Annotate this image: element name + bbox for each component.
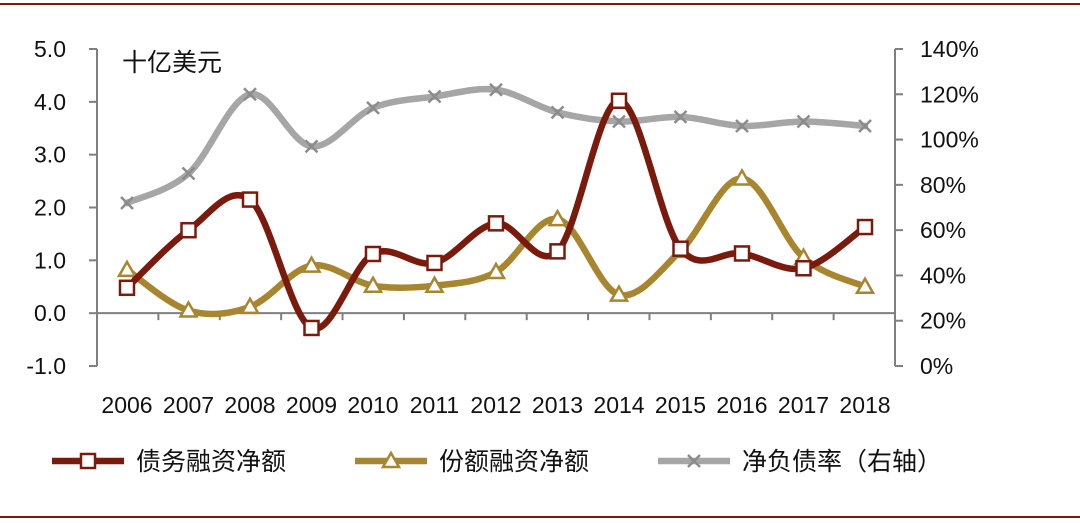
legend-label: 份额融资净额 — [439, 447, 589, 476]
left-tick-label: 1.0 — [34, 247, 66, 273]
left-tick-label: 2.0 — [34, 195, 66, 221]
x-tick-label: 2009 — [286, 392, 337, 418]
data-point — [731, 167, 753, 186]
right-tick-label: 20% — [920, 308, 966, 334]
x-tick-label: 2007 — [163, 392, 214, 418]
data-point — [364, 245, 382, 263]
left-tick-label: 0.0 — [34, 300, 66, 326]
data-point — [116, 259, 138, 278]
x-tick-label: 2010 — [347, 392, 398, 418]
right-tick-label: 40% — [920, 262, 966, 288]
data-point — [547, 208, 568, 227]
data-point — [489, 82, 503, 97]
right-tick-label: 120% — [920, 81, 979, 107]
data-point — [120, 196, 134, 210]
series-square — [118, 92, 874, 337]
right-tick-label: 0% — [920, 353, 953, 379]
legend-marker — [687, 454, 701, 468]
series-line — [123, 175, 869, 318]
legend-item: 债务融资净额 — [52, 447, 286, 476]
data-point — [304, 139, 319, 154]
data-point — [854, 276, 876, 294]
axes: 5.0 4.0 3.0 2.0 1.0 0.0 -1.0 140% 120% 100% 80% 60%… — [26, 36, 978, 418]
data-point — [181, 166, 196, 181]
data-point — [426, 254, 443, 272]
data-point — [301, 255, 322, 273]
series-x — [120, 82, 872, 210]
x-tick-label: 2008 — [224, 392, 275, 418]
series-triangle — [116, 167, 876, 318]
x-tick-label: 2014 — [593, 392, 644, 418]
data-point — [550, 105, 565, 120]
legend-item: 净负债率（右轴） — [658, 447, 942, 476]
x-tick-label: 2016 — [716, 392, 767, 418]
data-point — [856, 218, 874, 236]
data-point — [735, 119, 749, 133]
data-point — [610, 92, 628, 110]
data-point — [487, 215, 505, 232]
right-tick-label: 80% — [920, 172, 966, 198]
right-tick-label: 140% — [920, 36, 979, 62]
data-point — [303, 319, 320, 337]
series-line — [123, 97, 869, 332]
data-point — [362, 275, 384, 293]
right-tick-label: 100% — [920, 127, 979, 153]
data-point — [180, 221, 197, 239]
data-point — [608, 284, 630, 302]
legend-marker — [380, 450, 402, 469]
data-point — [239, 296, 261, 315]
data-point — [673, 110, 688, 124]
data-point — [424, 275, 445, 293]
legend-marker — [79, 452, 97, 470]
x-tick-label: 2012 — [470, 392, 521, 418]
data-point — [241, 191, 259, 208]
data-point — [485, 261, 507, 280]
x-tick-label: 2011 — [410, 392, 459, 418]
left-tick-label: 4.0 — [34, 89, 66, 115]
data-point — [733, 245, 751, 262]
left-tick-label: 5.0 — [34, 36, 66, 62]
left-tick-label: 3.0 — [34, 142, 66, 168]
data-point — [118, 279, 136, 297]
unit-label: 十亿美元 — [122, 48, 222, 77]
series-line — [123, 85, 869, 207]
data-point — [796, 114, 811, 129]
legend-label: 债务融资净额 — [136, 447, 286, 476]
data-point — [795, 260, 812, 277]
x-tick-label: 2006 — [101, 392, 152, 418]
x-tick-label: 2017 — [778, 392, 829, 418]
legend-item: 份额融资净额 — [355, 447, 589, 476]
data-point — [858, 119, 872, 133]
left-tick-label: -1.0 — [26, 353, 66, 379]
data-point — [549, 243, 566, 260]
x-tick-label: 2018 — [839, 392, 890, 418]
x-tick-label: 2015 — [655, 392, 706, 418]
data-point — [243, 87, 257, 102]
legend: 债务融资净额 份额融资净额 净负债率（右轴） — [52, 447, 942, 476]
right-tick-label: 60% — [920, 217, 966, 243]
legend-label: 净负债率（右轴） — [742, 447, 942, 476]
data-point — [366, 100, 380, 115]
data-point — [672, 240, 689, 257]
data-point — [427, 89, 442, 104]
data-point — [612, 114, 626, 129]
x-tick-label: 2013 — [532, 392, 583, 418]
series-layer — [116, 82, 876, 337]
data-point — [178, 300, 199, 318]
